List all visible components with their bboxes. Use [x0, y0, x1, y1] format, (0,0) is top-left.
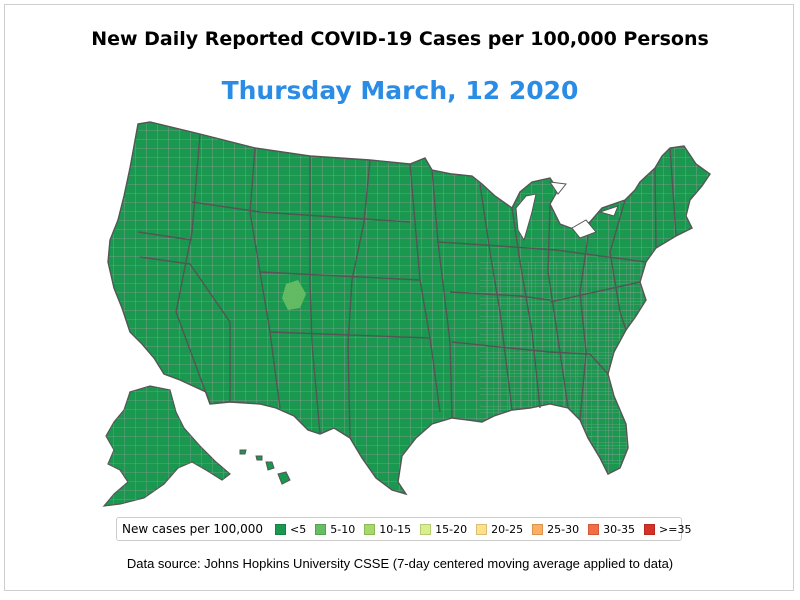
legend-item: 25-30	[532, 523, 579, 536]
map-legend: New cases per 100,000 <5 5-10 10-15 15-2…	[116, 517, 691, 541]
legend-swatch	[588, 523, 600, 535]
legend-item: <5	[275, 523, 306, 536]
highlight-region-colorado	[282, 280, 306, 310]
state-borders	[107, 121, 711, 495]
legend-swatch	[476, 523, 488, 535]
legend-item: 30-35	[588, 523, 635, 536]
legend-swatch	[275, 523, 287, 535]
legend-label: <5	[290, 522, 307, 536]
legend-swatch	[532, 523, 544, 535]
legend-swatch	[644, 523, 656, 535]
legend-item: 5-10	[315, 523, 355, 536]
legend-label: 10-15	[379, 522, 412, 536]
legend-swatch	[364, 523, 376, 535]
legend-title: New cases per 100,000	[122, 522, 264, 536]
great-lakes	[515, 181, 619, 242]
legend-label: 25-30	[547, 522, 580, 536]
data-source-note: Data source: Johns Hopkins University CS…	[126, 556, 674, 571]
us-county-map	[102, 121, 711, 507]
date-subtitle: Thursday March, 12 2020	[221, 76, 579, 105]
legend-item: 10-15	[364, 523, 411, 536]
legend-label: 30-35	[603, 522, 636, 536]
legend-label: >=35	[659, 522, 692, 536]
hawaii	[239, 449, 291, 485]
legend-swatch	[315, 523, 327, 535]
legend-label: 15-20	[435, 522, 468, 536]
chart-title: New Daily Reported COVID-19 Cases per 10…	[91, 28, 709, 50]
legend-swatch	[420, 523, 432, 535]
legend-item: 20-25	[476, 523, 523, 536]
legend-label: 20-25	[491, 522, 524, 536]
legend-item: >=35	[644, 523, 691, 536]
legend-item: 15-20	[420, 523, 467, 536]
legend-label: 5-10	[330, 522, 356, 536]
